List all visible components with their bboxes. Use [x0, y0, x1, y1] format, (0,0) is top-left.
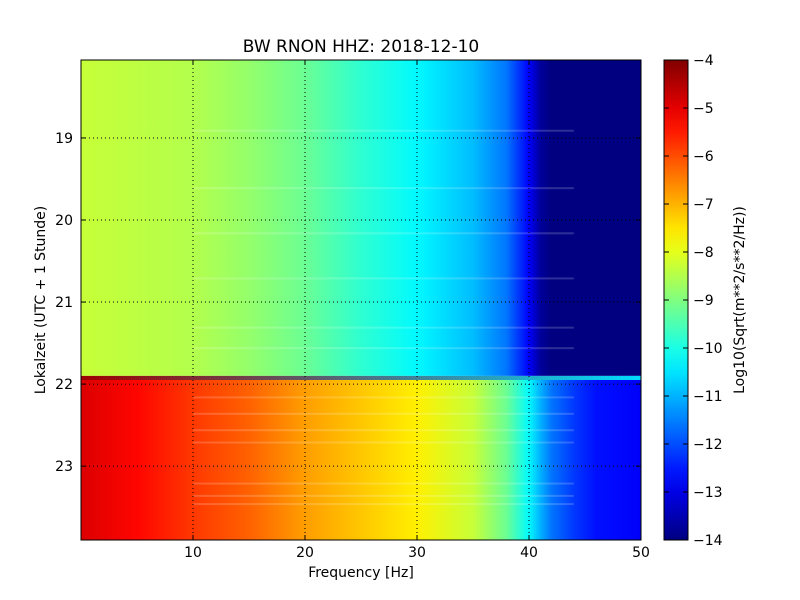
- y-axis-label: Lokalzeit (UTC + 1 Stunde): [33, 206, 49, 395]
- heatmap-band: [193, 347, 574, 350]
- heatmap-band: [193, 441, 574, 444]
- x-tick-label: 40: [520, 545, 538, 561]
- heatmap-band: [193, 326, 574, 329]
- heatmap-band: [193, 232, 574, 235]
- colorbar-tick-label: −6: [693, 149, 714, 165]
- heatmap-segment: [81, 380, 641, 540]
- y-tick-label: 20: [55, 213, 73, 229]
- x-tick-label: 10: [184, 545, 202, 561]
- x-tick-label: 20: [296, 545, 314, 561]
- chart-title: BW RNON HHZ: 2018-12-10: [243, 37, 479, 57]
- heatmap-band: [193, 187, 574, 190]
- colorbar-tick-label: −13: [693, 485, 723, 501]
- heatmap-band: [193, 277, 574, 280]
- x-tick-label: 30: [408, 545, 426, 561]
- y-tick-label: 23: [55, 459, 73, 475]
- heatmap-band: [193, 494, 574, 497]
- plot-frame: [80, 59, 642, 541]
- colorbar-tick-label: −4: [693, 53, 714, 69]
- heatmap-band: [193, 503, 574, 506]
- colorbar-tick-label: −12: [693, 437, 723, 453]
- colorbar-tick-label: −9: [693, 293, 714, 309]
- colorbar-tick-label: −8: [693, 245, 714, 261]
- colorbar-tick-label: −11: [693, 389, 723, 405]
- y-tick-label: 21: [55, 295, 73, 311]
- heatmap-segment: [81, 375, 641, 380]
- y-tick-label: 22: [55, 377, 73, 393]
- heatmap-band: [193, 396, 574, 399]
- colorbar-tick-label: −14: [693, 533, 723, 549]
- y-tick-label: 19: [55, 131, 73, 147]
- colorbar-tick-label: −5: [693, 101, 714, 117]
- colorbar-label: Log10(Sqrt(m**2/s**2/Hz)): [732, 206, 748, 394]
- heatmap-band: [193, 429, 574, 432]
- colorbar-tick-label: −7: [693, 197, 714, 213]
- heatmap-band: [193, 412, 574, 415]
- x-tick-label: 50: [632, 545, 650, 561]
- heatmap-plot-area: 10 20 30 40 50 19 20 21 22 23: [55, 59, 650, 561]
- heatmap-segment: [81, 60, 641, 376]
- x-axis-label: Frequency [Hz]: [308, 565, 414, 581]
- colorbar: −4 −5 −6 −7 −8 −9 −10 −11 −12 −13 −14: [663, 53, 723, 549]
- colorbar-tick-label: −10: [693, 341, 723, 357]
- heatmap-band: [193, 129, 574, 132]
- heatmap-band: [193, 482, 574, 485]
